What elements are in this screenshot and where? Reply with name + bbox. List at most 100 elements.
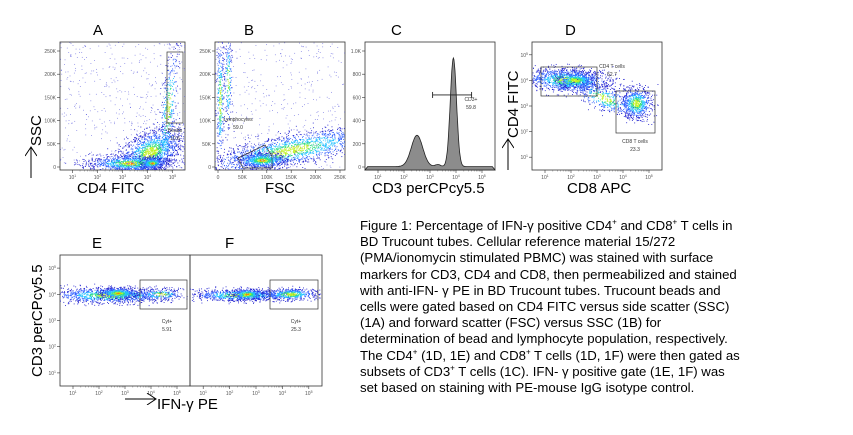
event-dot <box>317 57 319 59</box>
event-dot <box>138 164 140 166</box>
event-dot <box>164 84 166 86</box>
event-dot <box>170 143 172 145</box>
event-dot <box>159 152 160 154</box>
event-dot <box>146 136 148 138</box>
event-dot <box>130 147 132 149</box>
event-dot <box>119 109 120 111</box>
event-dot <box>129 162 131 164</box>
event-dot <box>171 140 173 142</box>
event-dot <box>282 154 284 156</box>
event-dot <box>229 126 231 128</box>
event-dot <box>301 153 303 155</box>
event-dot <box>324 149 326 151</box>
event-dot <box>140 171 141 172</box>
event-dot <box>144 181 145 182</box>
event-dot <box>151 84 153 86</box>
event-dot <box>257 135 259 137</box>
event-dot <box>151 155 153 157</box>
event-dot <box>115 159 117 161</box>
event-dot <box>125 158 127 159</box>
event-dot <box>281 146 283 148</box>
event-dot <box>259 160 261 162</box>
event-dot <box>316 145 318 147</box>
event-dot <box>147 165 149 167</box>
event-dot <box>173 146 175 148</box>
event-dot <box>66 138 68 140</box>
event-dot <box>158 175 159 176</box>
event-dot <box>254 80 256 82</box>
event-dot <box>163 147 165 148</box>
event-dot <box>162 132 164 133</box>
event-dot <box>159 162 161 163</box>
event-dot <box>121 158 123 160</box>
event-dot <box>291 78 293 80</box>
event-dot <box>116 160 118 162</box>
event-dot <box>86 163 88 165</box>
event-dot <box>165 107 167 108</box>
event-dot <box>128 172 129 173</box>
event-dot <box>306 152 308 153</box>
event-dot <box>112 165 113 167</box>
event-dot <box>212 169 213 170</box>
event-dot <box>243 86 245 88</box>
event-dot <box>152 129 154 131</box>
event-dot <box>266 156 268 158</box>
event-dot <box>72 149 74 151</box>
event-dot <box>183 136 185 138</box>
event-dot <box>170 147 172 149</box>
event-dot <box>169 164 171 166</box>
event-dot <box>303 158 305 160</box>
event-dot <box>159 176 160 177</box>
event-dot <box>173 148 175 150</box>
event-dot <box>323 136 325 138</box>
event-dot <box>176 123 178 125</box>
event-dot <box>168 92 170 94</box>
event-dot <box>161 186 162 187</box>
event-dot <box>316 45 318 47</box>
event-dot <box>109 95 111 97</box>
event-dot <box>152 163 154 165</box>
event-dot <box>126 157 128 159</box>
event-dot <box>81 51 83 53</box>
event-dot <box>154 167 156 169</box>
event-dot <box>147 146 149 148</box>
event-dot <box>106 132 108 134</box>
event-dot <box>144 164 146 166</box>
event-dot <box>333 139 335 141</box>
event-dot <box>142 164 144 166</box>
event-dot <box>138 173 139 174</box>
event-dot <box>176 166 178 168</box>
event-dot <box>172 120 174 122</box>
event-dot <box>152 159 154 160</box>
event-dot <box>296 155 298 157</box>
event-dot <box>115 137 117 139</box>
event-dot <box>382 127 383 128</box>
event-dot <box>107 165 109 167</box>
event-dot <box>127 161 128 163</box>
event-dot <box>256 154 258 156</box>
event-dot <box>298 145 300 147</box>
event-dot <box>156 168 158 170</box>
event-dot <box>246 162 248 164</box>
event-dot <box>135 151 137 153</box>
event-dot <box>159 158 161 160</box>
event-dot <box>137 169 139 170</box>
event-dot <box>288 131 290 132</box>
event-dot <box>174 144 176 146</box>
event-dot <box>159 129 160 130</box>
event-dot <box>153 165 155 167</box>
event-dot <box>170 141 172 143</box>
event-dot <box>316 53 318 55</box>
event-dot <box>66 78 68 80</box>
event-dot <box>146 127 148 129</box>
event-dot <box>283 94 285 96</box>
event-dot <box>341 134 343 136</box>
event-dot <box>127 160 129 162</box>
event-dot <box>117 160 119 161</box>
event-dot <box>274 90 276 92</box>
event-dot <box>139 108 141 109</box>
event-dot <box>126 164 128 166</box>
event-dot <box>210 157 211 158</box>
event-dot <box>235 51 237 53</box>
event-dot <box>130 148 132 150</box>
